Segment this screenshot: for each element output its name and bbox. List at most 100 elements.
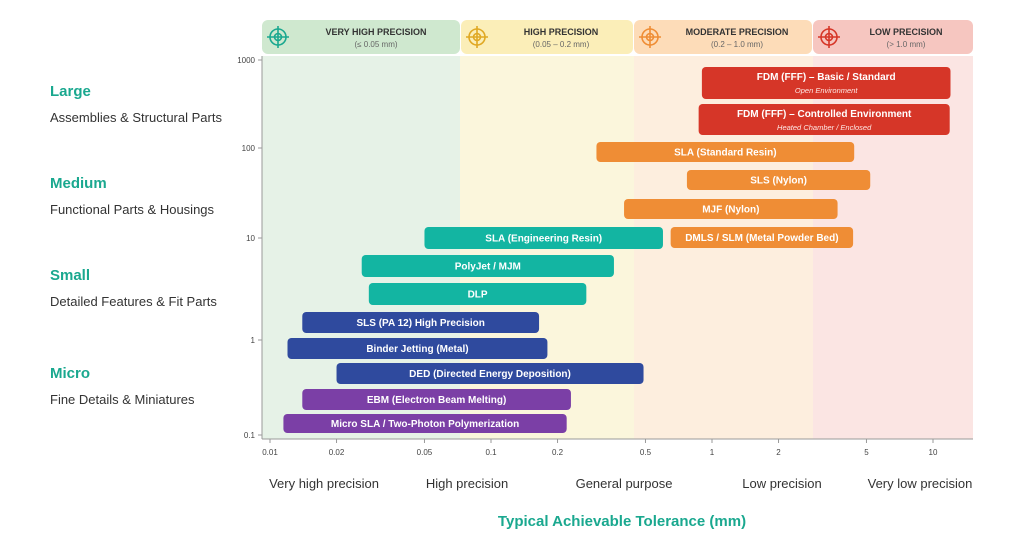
- size-category-small: Small Detailed Features & Fit Parts: [50, 267, 217, 309]
- target-icon: [466, 26, 488, 48]
- bar-label: DLP: [468, 290, 488, 301]
- band-header-very-high: VERY HIGH PRECISION (≤ 0.05 mm): [262, 20, 460, 54]
- bar-label: SLA (Standard Resin): [674, 148, 776, 159]
- x-band-label: Very low precision: [868, 476, 973, 491]
- process-bar: MJF (Nylon): [624, 199, 838, 219]
- x-axis-title: Typical Achievable Tolerance (mm): [498, 513, 746, 530]
- bar-sublabel: Open Environment: [795, 86, 858, 95]
- y-tick-label: 10: [246, 234, 255, 243]
- size-category-name: Small: [50, 267, 91, 284]
- x-tick-label: 0.01: [262, 448, 278, 457]
- y-tick-label: 1: [251, 336, 256, 345]
- band-header-range: (0.05 – 0.2 mm): [533, 40, 590, 49]
- process-bar: DED (Directed Energy Deposition): [336, 363, 644, 384]
- y-tick: 0.1: [244, 431, 262, 440]
- bar-rect: [336, 363, 644, 384]
- band-header-label: HIGH PRECISION: [524, 27, 599, 37]
- bar-label: SLS (Nylon): [750, 176, 807, 187]
- size-category-name: Large: [50, 83, 91, 100]
- y-tick: 1: [251, 336, 262, 345]
- bar-rect: [302, 389, 571, 410]
- band-header-moderate: MODERATE PRECISION (0.2 – 1.0 mm): [634, 20, 812, 54]
- bar-rect: [283, 414, 567, 433]
- x-band-label: Low precision: [742, 476, 822, 491]
- process-bar: FDM (FFF) – Controlled Environment Heated…: [698, 104, 950, 135]
- target-icon: [639, 26, 661, 48]
- band-header-label: VERY HIGH PRECISION: [325, 27, 426, 37]
- x-tick-label: 0.2: [552, 448, 564, 457]
- x-tick-label: 10: [929, 448, 938, 457]
- bar-rect: [368, 283, 587, 305]
- bar-rect: [361, 255, 614, 277]
- bar-label: EBM (Electron Beam Melting): [367, 395, 506, 406]
- bar-rect: [701, 67, 951, 99]
- band-header-label: MODERATE PRECISION: [686, 27, 789, 37]
- x-tick-label: 0.05: [417, 448, 433, 457]
- y-tick-label: 0.1: [244, 431, 256, 440]
- size-category-micro: Micro Fine Details & Miniatures: [50, 365, 195, 407]
- y-tick: 10: [246, 234, 262, 243]
- process-bar: SLA (Standard Resin): [596, 142, 855, 162]
- x-tick-label: 0.02: [329, 448, 345, 457]
- x-tick-label: 1: [710, 448, 715, 457]
- bar-rect: [624, 199, 838, 219]
- size-category-name: Medium: [50, 175, 107, 192]
- process-bar: EBM (Electron Beam Melting): [302, 389, 571, 410]
- bar-label: PolyJet / MJM: [455, 262, 521, 273]
- bar-label: Micro SLA / Two-Photon Polymerization: [331, 419, 519, 430]
- bar-rect: [596, 142, 855, 162]
- x-tick-label: 2: [776, 448, 781, 457]
- bar-rect: [302, 312, 540, 333]
- bar-label: Binder Jetting (Metal): [366, 344, 468, 355]
- bar-label: MJF (Nylon): [702, 205, 759, 216]
- band-header-label: LOW PRECISION: [869, 27, 942, 37]
- bar-label: SLA (Engineering Resin): [485, 234, 602, 245]
- bar-label: FDM (FFF) – Basic / Standard: [757, 72, 896, 83]
- size-category-desc: Assemblies & Structural Parts: [50, 110, 222, 125]
- process-bar: DMLS / SLM (Metal Powder Bed): [670, 227, 854, 248]
- size-category-desc: Fine Details & Miniatures: [50, 392, 195, 407]
- target-icon: [818, 26, 840, 48]
- bar-label: DMLS / SLM (Metal Powder Bed): [685, 233, 838, 244]
- bar-sublabel: Heated Chamber / Enclosed: [777, 123, 872, 132]
- bar-rect: [698, 104, 950, 135]
- process-bar: Micro SLA / Two-Photon Polymerization: [283, 414, 567, 433]
- x-tick-label: 0.1: [485, 448, 497, 457]
- y-tick-label: 100: [242, 144, 256, 153]
- size-category-desc: Functional Parts & Housings: [50, 202, 215, 217]
- process-bar: PolyJet / MJM: [361, 255, 614, 277]
- process-bar: DLP: [368, 283, 587, 305]
- process-bar: FDM (FFF) – Basic / Standard Open Environ…: [701, 67, 951, 99]
- process-bar: Binder Jetting (Metal): [287, 338, 548, 359]
- bar-label: FDM (FFF) – Controlled Environment: [737, 109, 912, 120]
- bar-rect: [670, 227, 854, 248]
- bar-rect: [424, 227, 663, 249]
- process-bar: SLA (Engineering Resin): [424, 227, 663, 249]
- bar-label: SLS (PA 12) High Precision: [356, 318, 484, 329]
- band-header-low: LOW PRECISION (> 1.0 mm): [813, 20, 973, 54]
- process-bar: SLS (PA 12) High Precision: [302, 312, 540, 333]
- size-category-large: Large Assemblies & Structural Parts: [50, 83, 222, 125]
- y-tick-label: 1000: [237, 56, 255, 65]
- size-category-name: Micro: [50, 365, 91, 382]
- y-tick: 1000: [237, 56, 262, 65]
- bar-rect: [287, 338, 548, 359]
- y-tick: 100: [242, 144, 262, 153]
- band-header-range: (> 1.0 mm): [887, 40, 926, 49]
- x-band-label: General purpose: [576, 476, 673, 491]
- size-category-desc: Detailed Features & Fit Parts: [50, 294, 217, 309]
- band-header-range: (0.2 – 1.0 mm): [711, 40, 763, 49]
- bar-label: DED (Directed Energy Deposition): [409, 369, 571, 380]
- band-header-range: (≤ 0.05 mm): [354, 40, 397, 49]
- size-category-medium: Medium Functional Parts & Housings: [50, 175, 214, 217]
- x-band-label: High precision: [426, 476, 508, 491]
- x-tick-label: 0.5: [640, 448, 652, 457]
- target-icon: [267, 26, 289, 48]
- process-bar: SLS (Nylon): [686, 170, 871, 190]
- x-tick-label: 5: [864, 448, 869, 457]
- bar-rect: [686, 170, 871, 190]
- x-band-label: Very high precision: [269, 476, 379, 491]
- band-header-high: HIGH PRECISION (0.05 – 0.2 mm): [461, 20, 633, 54]
